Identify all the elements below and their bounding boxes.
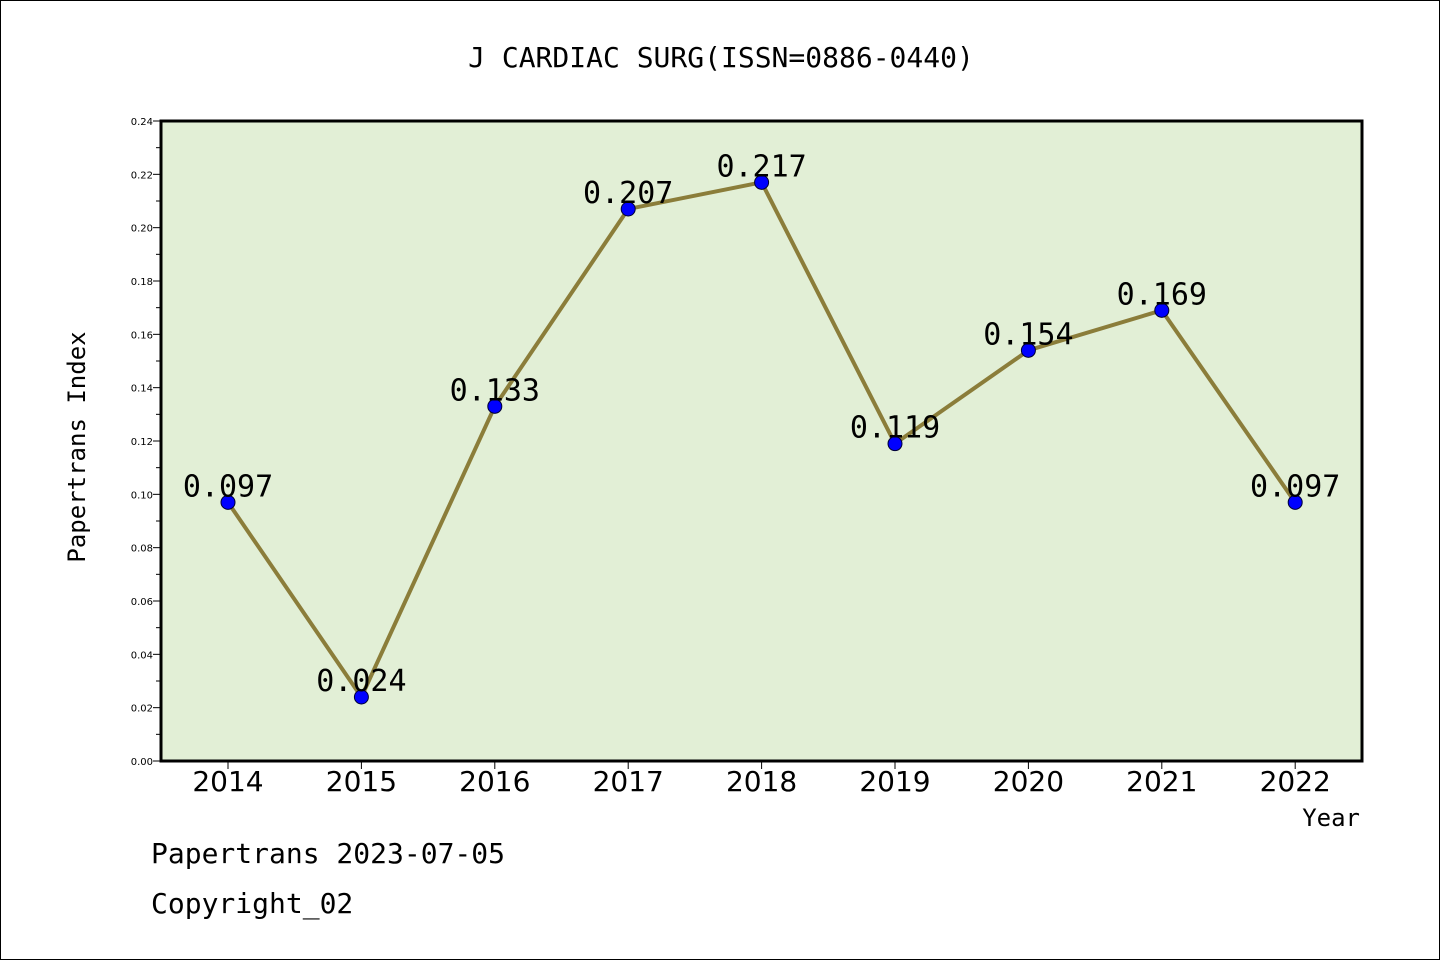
data-label: 0.207	[583, 176, 673, 211]
footer-copyright: Copyright_02	[151, 887, 354, 920]
y-tick-label: 0.08	[131, 544, 153, 555]
data-point	[620, 201, 636, 217]
data-label: 0.217	[716, 149, 806, 184]
data-label: 0.097	[183, 469, 273, 504]
y-axis-label: Papertrans Index	[63, 331, 91, 562]
x-tick-label: 2014	[192, 765, 263, 798]
x-tick-label: 2016	[459, 765, 530, 798]
y-tick-label: 0.24	[131, 117, 153, 128]
y-tick-label: 0.20	[131, 224, 153, 235]
y-tick-label: 0.12	[131, 437, 153, 448]
data-point	[1154, 302, 1170, 318]
chart-title: J CARDIAC SURG(ISSN=0886-0440)	[468, 41, 974, 74]
data-point	[754, 174, 770, 190]
y-tick-label: 0.00	[131, 757, 153, 768]
x-tick-label: 2018	[726, 765, 797, 798]
data-label: 0.024	[316, 664, 406, 699]
x-tick-label: 2021	[1126, 765, 1197, 798]
data-point	[1287, 494, 1303, 510]
x-axis-label: Year	[1302, 804, 1360, 832]
data-labels: 0.097 0.024 0.133 0.207 0.217 0.119 0.154 0.169…	[183, 149, 1341, 699]
data-label: 0.169	[1117, 277, 1207, 312]
data-point	[220, 494, 236, 510]
y-tick-label: 0.18	[131, 277, 153, 288]
x-tick-label: 2015	[326, 765, 397, 798]
x-tick-label: 2022	[1260, 765, 1331, 798]
y-tick-label: 0.16	[131, 330, 153, 341]
x-axis-ticks: 2014 2015 2016 2017 2018 2019 2020 2021 2022	[192, 761, 1331, 798]
data-label: 0.119	[850, 411, 940, 446]
y-tick-label: 0.22	[131, 170, 153, 181]
x-tick-label: 2019	[859, 765, 930, 798]
data-point	[1020, 342, 1036, 358]
data-point	[487, 398, 503, 414]
data-point	[353, 689, 369, 705]
data-label: 0.097	[1250, 469, 1340, 504]
data-points	[220, 174, 1303, 705]
y-tick-label: 0.04	[131, 650, 153, 661]
y-tick-label: 0.06	[131, 597, 153, 608]
x-tick-label: 2020	[993, 765, 1064, 798]
x-tick-label: 2017	[593, 765, 664, 798]
data-label: 0.154	[983, 317, 1073, 352]
y-axis-ticks: 0.00 0.02 0.04 0.06 0.08 0.10 0.12 0.14 0.16 0.18…	[131, 117, 161, 768]
footer-date: Papertrans 2023-07-05	[151, 837, 506, 870]
data-point	[887, 436, 903, 452]
y-tick-label: 0.02	[131, 704, 153, 715]
y-tick-label: 0.14	[131, 384, 153, 395]
y-tick-label: 0.10	[131, 490, 153, 501]
plot-area	[159, 119, 1364, 763]
data-label: 0.133	[450, 373, 540, 408]
